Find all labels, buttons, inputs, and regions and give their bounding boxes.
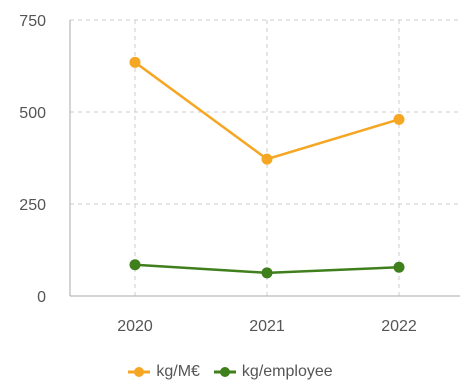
series-points: [129, 56, 405, 279]
data-point-kg-m-2022[interactable]: [393, 113, 405, 125]
x-tick-label-2022: 2022: [381, 318, 417, 335]
axes: [69, 20, 460, 297]
y-tick-label-500: 500: [19, 105, 46, 122]
legend-item-kg-per-employee[interactable]: kg/employee: [213, 363, 333, 381]
x-tick-label-2020: 2020: [117, 318, 153, 335]
data-point-kg-employee-2022[interactable]: [393, 261, 405, 273]
y-axis-tick-labels: 0 250 500 750: [19, 13, 46, 306]
x-tick-label-2021: 2021: [249, 318, 285, 335]
legend-marker-kg-per-meur: [128, 367, 151, 377]
data-point-kg-employee-2021[interactable]: [261, 267, 273, 279]
y-tick-label-250: 250: [19, 197, 46, 214]
x-axis-tick-labels: 2020 2021 2022: [117, 318, 417, 335]
legend-label-kg-per-meur: kg/M€: [156, 363, 200, 380]
data-point-kg-employee-2020[interactable]: [129, 259, 141, 271]
legend-item-kg-per-meur[interactable]: kg/M€: [128, 363, 200, 381]
legend-marker-kg-per-employee: [213, 367, 236, 377]
y-tick-label-0: 0: [37, 289, 46, 306]
data-point-kg-m-2020[interactable]: [129, 56, 141, 68]
legend: kg/M€ kg/employee: [0, 360, 461, 384]
legend-label-kg-per-employee: kg/employee: [241, 363, 333, 380]
y-tick-label-750: 750: [19, 13, 46, 30]
data-point-kg-m-2021[interactable]: [261, 153, 273, 165]
